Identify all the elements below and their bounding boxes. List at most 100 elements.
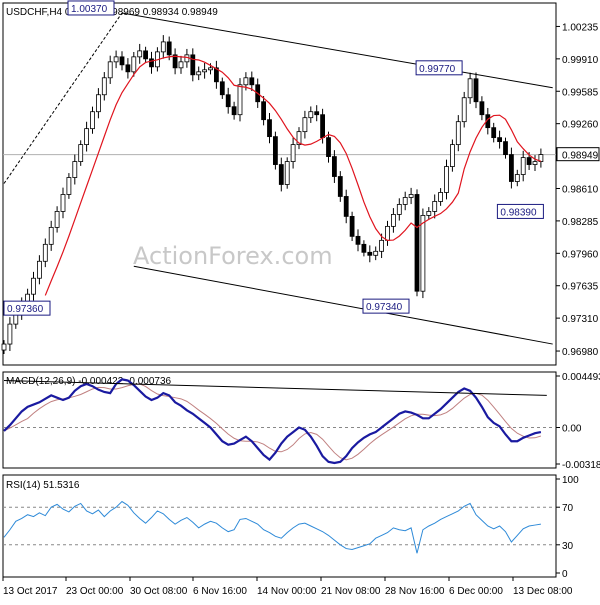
candle-body bbox=[438, 192, 444, 202]
price-tick-label: 0.98285 bbox=[562, 217, 599, 228]
macd-main-line bbox=[3, 378, 542, 465]
candle-body bbox=[137, 50, 143, 58]
candle-body bbox=[90, 111, 95, 130]
price-annotation-box bbox=[67, 0, 115, 16]
candle-body bbox=[444, 166, 449, 193]
macd-layer: 0.004493 0.00 -0.003186 bbox=[3, 372, 600, 471]
candle-body bbox=[532, 161, 538, 165]
price-tick-label: 0.99910 bbox=[562, 55, 599, 66]
candle-body bbox=[166, 41, 172, 56]
price-tick-label: 0.98949 bbox=[562, 151, 599, 162]
candle-body bbox=[72, 161, 78, 178]
candle-body bbox=[314, 111, 320, 116]
candle-body bbox=[249, 77, 255, 86]
x-tick-label: 23 Oct 00:00 bbox=[66, 586, 124, 597]
price-panel-frame bbox=[2, 2, 557, 366]
candle-body bbox=[7, 323, 13, 345]
candle-body bbox=[514, 174, 520, 182]
candle-body bbox=[402, 197, 408, 205]
candle-body bbox=[143, 50, 149, 60]
candle-body bbox=[48, 226, 54, 245]
candle-body bbox=[113, 56, 119, 63]
price-tick-label: 0.99260 bbox=[562, 120, 599, 131]
candle-body bbox=[361, 243, 367, 253]
price-annotation-label: 0.97340 bbox=[366, 302, 403, 313]
candle-body bbox=[396, 204, 402, 215]
price-tick-label: 1.00235 bbox=[562, 22, 599, 33]
rsi-panel-frame bbox=[2, 474, 557, 578]
candle-body bbox=[66, 177, 72, 195]
candle-body bbox=[213, 67, 219, 83]
candle-body bbox=[408, 194, 414, 198]
price-tick-label: 0.99585 bbox=[562, 87, 599, 98]
watermark: ActionForex.com bbox=[133, 242, 333, 270]
candle-body bbox=[202, 69, 208, 73]
candles-layer bbox=[1, 35, 544, 355]
candle-body bbox=[432, 201, 438, 212]
candle-body bbox=[42, 243, 48, 262]
candle-body bbox=[78, 144, 84, 162]
macd-trend-line bbox=[3, 380, 547, 396]
candle-body bbox=[467, 78, 473, 99]
candle-body bbox=[231, 106, 237, 116]
price-annotation-box bbox=[362, 298, 410, 314]
candle-body bbox=[520, 157, 526, 175]
candle-body bbox=[491, 127, 497, 139]
candle-body bbox=[119, 56, 125, 66]
candle-body bbox=[196, 71, 202, 76]
projection-dashed-line bbox=[3, 12, 123, 184]
candle-body bbox=[479, 101, 485, 116]
macd-tick-label: -0.003186 bbox=[562, 460, 600, 471]
candle-body bbox=[349, 216, 355, 237]
price-annotation-label: 1.00370 bbox=[71, 4, 108, 15]
current-price-box bbox=[556, 147, 600, 162]
candle-body bbox=[497, 137, 503, 143]
x-tick-label: 21 Nov 08:00 bbox=[321, 586, 381, 597]
macd-tick-label: 0.00 bbox=[562, 423, 582, 434]
price-tick-label: 0.97960 bbox=[562, 249, 599, 260]
macd-panel-frame bbox=[2, 371, 557, 469]
candle-body bbox=[331, 156, 337, 177]
moving-average-line bbox=[44, 55, 542, 296]
candle-body bbox=[237, 84, 243, 116]
candle-body bbox=[1, 343, 7, 351]
candle-body bbox=[101, 77, 107, 96]
price-annotation-box bbox=[415, 60, 463, 76]
candle-body bbox=[243, 77, 249, 86]
x-tick-label: 28 Nov 16:00 bbox=[385, 586, 445, 597]
candle-body bbox=[320, 114, 326, 139]
candle-body bbox=[390, 214, 396, 227]
price-tick-label: 0.97635 bbox=[562, 282, 599, 293]
candle-body bbox=[420, 215, 426, 292]
x-tick-label: 30 Oct 08:00 bbox=[130, 586, 188, 597]
candle-body bbox=[414, 194, 420, 292]
candle-body bbox=[426, 211, 432, 216]
price-tick-label: 0.96980 bbox=[562, 347, 599, 358]
candle-body bbox=[84, 128, 89, 146]
rsi-line bbox=[3, 500, 541, 554]
candle-body bbox=[219, 81, 225, 96]
candle-body bbox=[326, 137, 331, 157]
candle-body bbox=[385, 225, 390, 241]
candle-body bbox=[131, 56, 137, 73]
candle-body bbox=[367, 251, 373, 256]
candle-body bbox=[278, 164, 284, 185]
candle-body bbox=[538, 154, 544, 162]
moving-average-layer bbox=[44, 55, 542, 296]
candle-body bbox=[526, 157, 532, 165]
price-annotation-box bbox=[496, 203, 544, 219]
trend-lines-layer bbox=[3, 12, 553, 345]
candle-body bbox=[160, 41, 166, 53]
candle-body bbox=[125, 64, 131, 73]
axes-layer: 1.00235 0.99910 0.99585 0.99260 0.98949 0.986… bbox=[2, 22, 600, 597]
candle-body bbox=[337, 176, 343, 197]
rsi-tick-label: 0 bbox=[562, 569, 568, 580]
macd-title: MACD(12,26,9) -0.000422 -0.000736 bbox=[6, 376, 172, 387]
candle-body bbox=[60, 194, 66, 212]
channel-line bbox=[133, 265, 553, 345]
x-tick-label: 13 Oct 2017 bbox=[3, 586, 58, 597]
candle-body bbox=[96, 94, 101, 113]
candle-body bbox=[31, 277, 36, 295]
candle-body bbox=[149, 58, 154, 68]
rsi-tick-label: 100 bbox=[562, 475, 579, 486]
